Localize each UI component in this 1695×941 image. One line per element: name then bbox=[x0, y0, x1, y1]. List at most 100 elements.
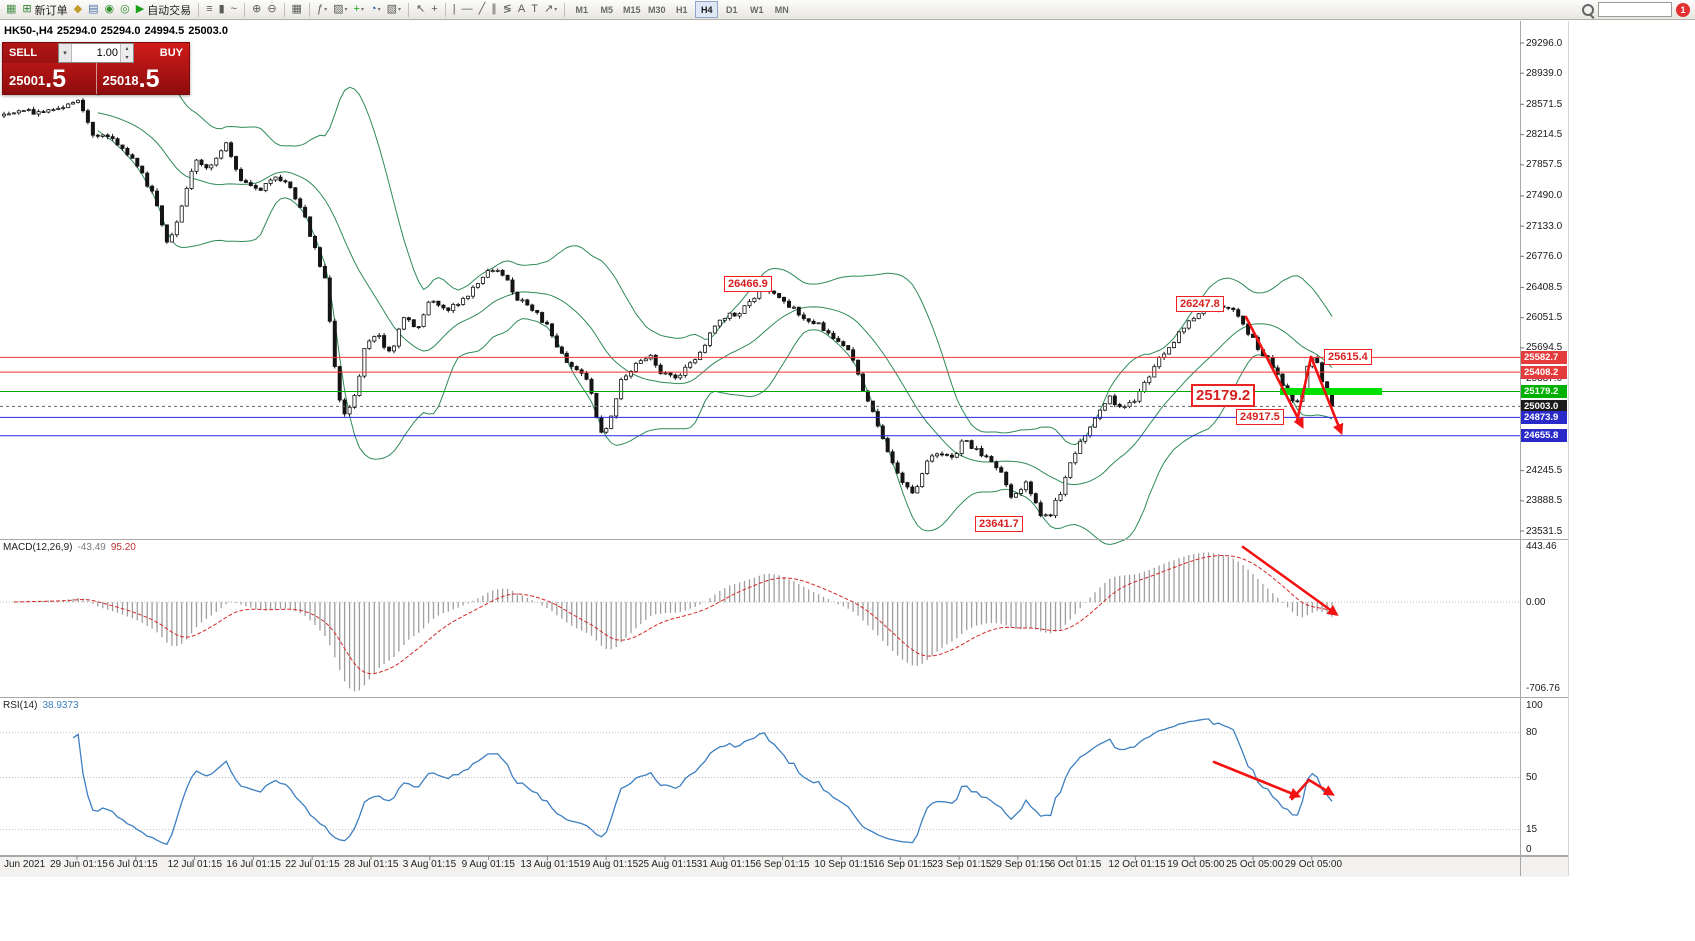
fibonacci-icon: ≶ bbox=[502, 3, 512, 15]
timeframe-button-m5[interactable]: M5 bbox=[600, 4, 613, 15]
new-order-button[interactable]: ⊞ 新订单 bbox=[19, 1, 70, 18]
line-chart-icon[interactable]: ~ bbox=[228, 1, 240, 18]
buy-button[interactable]: BUY bbox=[159, 47, 183, 59]
toolbar-separator bbox=[308, 2, 310, 17]
label-icon[interactable]: T bbox=[528, 1, 541, 18]
green-highlight-zone[interactable] bbox=[1280, 388, 1382, 395]
chart-ohlc-header: HK50-,H4 25294.0 25294.0 24994.5 25003.0 bbox=[4, 25, 232, 37]
timeframe-button-m1[interactable]: M1 bbox=[575, 4, 588, 15]
toolbar-buttons: ▦ ⊞ 新订单 ◆ ▤ ◉ ◎ ▶ 自动交易 ≡ ▮ ~ ⊕ ⊖ ▦ ƒ ▾ ▨ ▾ + ▾ ◔ ▾ ▧ ▾ ↖ + | — ╱ ∥ ≶ A T ↗… bbox=[3, 0, 794, 19]
tile-windows-icon[interactable]: ▦ bbox=[289, 1, 305, 18]
search-icon[interactable] bbox=[1582, 3, 1594, 16]
indicators-list-icon: ƒ bbox=[316, 3, 324, 15]
trendline-icon[interactable]: ╱ bbox=[476, 1, 489, 18]
timeframe-button-d1[interactable]: D1 bbox=[725, 4, 738, 15]
autotrading-icon: ▶ bbox=[135, 3, 145, 15]
period-clock-icon: ◔ bbox=[369, 3, 377, 15]
trend-arrows[interactable] bbox=[1212, 315, 1344, 801]
macd-name: MACD(12,26,9) bbox=[3, 542, 73, 553]
rsi-panel bbox=[0, 718, 1520, 846]
timeframe-button-h4[interactable]: H4 bbox=[695, 1, 719, 18]
macd-indicator-label: MACD(12,26,9) -43.49 95.20 bbox=[3, 542, 136, 553]
charts-folder-icon[interactable]: ◆ bbox=[71, 1, 85, 18]
volume-down-button[interactable]: ▾ bbox=[121, 53, 133, 62]
toolbar-separator bbox=[198, 2, 200, 17]
templates-icon: ▧ bbox=[386, 3, 398, 15]
volume-dropdown-icon[interactable]: ▾ bbox=[59, 44, 72, 62]
label-icon: T bbox=[531, 3, 538, 15]
profiles-icon[interactable]: ▤ bbox=[85, 1, 101, 18]
bar-chart-icon[interactable]: ≡ bbox=[203, 1, 215, 18]
bollinger-bands bbox=[97, 79, 1333, 546]
add-indicator-icon[interactable]: + ▾ bbox=[351, 1, 367, 18]
new-order-button-label: 新订单 bbox=[34, 4, 68, 17]
search-area: 1 bbox=[1582, 2, 1690, 17]
cursor-icon: ↖ bbox=[416, 3, 426, 15]
zoom-out-icon[interactable]: ⊖ bbox=[264, 1, 279, 18]
alerts-icon[interactable]: ◉ bbox=[102, 1, 118, 18]
volume-input[interactable] bbox=[72, 44, 120, 62]
zoom-out-icon: ⊖ bbox=[267, 3, 277, 15]
timeframe-button-h1[interactable]: H1 bbox=[675, 4, 688, 15]
zoom-in-icon: ⊕ bbox=[252, 3, 262, 15]
chevron-down-icon: ▾ bbox=[360, 7, 364, 13]
new-chart-icon[interactable]: ▦ bbox=[3, 1, 19, 18]
channel-icon: ∥ bbox=[491, 3, 497, 15]
notification-badge[interactable]: 1 bbox=[1676, 2, 1690, 17]
ohlc-low: 24994.5 bbox=[144, 25, 185, 37]
macd-main-value: -43.49 bbox=[77, 542, 106, 553]
sell-price[interactable]: 25001 .5 bbox=[3, 63, 96, 94]
ohlc-open: 25294.0 bbox=[56, 25, 97, 37]
buy-price[interactable]: 25018 .5 bbox=[97, 63, 190, 94]
search-input[interactable] bbox=[1598, 2, 1672, 17]
candlesticks bbox=[2, 98, 1335, 519]
timeframe-button-m30[interactable]: M30 bbox=[647, 4, 666, 15]
charts-folder-icon: ◆ bbox=[73, 3, 83, 15]
timeframe-button-w1[interactable]: W1 bbox=[749, 4, 764, 15]
candlestick-chart-icon: ▮ bbox=[218, 3, 225, 15]
zoom-in-icon[interactable]: ⊕ bbox=[249, 1, 264, 18]
cursor-icon[interactable]: ↖ bbox=[413, 1, 428, 18]
one-click-divider bbox=[95, 63, 97, 94]
tile-windows-icon: ▦ bbox=[291, 3, 302, 15]
candlestick-chart-icon[interactable]: ▮ bbox=[216, 1, 228, 18]
volume-up-button[interactable]: ▴ bbox=[121, 44, 133, 53]
timeframe-button-mn[interactable]: MN bbox=[774, 4, 789, 15]
timeframe-button-m15[interactable]: M15 bbox=[622, 4, 641, 15]
sell-button[interactable]: SELL bbox=[3, 43, 58, 63]
buy-price-pip: .5 bbox=[138, 65, 160, 93]
chevron-down-icon: ▾ bbox=[398, 7, 402, 13]
one-click-trading-panel: SELL ▾ ▴ ▾ BUY 25001 .5 25018 .5 bbox=[2, 42, 190, 95]
objects-list-icon: ▨ bbox=[333, 3, 344, 15]
autotrading-button-label: 自动交易 bbox=[147, 4, 192, 17]
panel-separators bbox=[0, 21, 1569, 876]
hline-icon[interactable]: — bbox=[459, 1, 476, 18]
sounds-icon[interactable]: ◎ bbox=[117, 1, 133, 18]
rsi-value: 38.9373 bbox=[42, 700, 79, 711]
templates-icon[interactable]: ▧ ▾ bbox=[384, 1, 404, 18]
channel-icon[interactable]: ∥ bbox=[488, 1, 500, 18]
vline-icon: | bbox=[452, 3, 456, 15]
period-clock-icon[interactable]: ◔ ▾ bbox=[367, 1, 384, 18]
toolbar: ▦ ⊞ 新订单 ◆ ▤ ◉ ◎ ▶ 自动交易 ≡ ▮ ~ ⊕ ⊖ ▦ ƒ ▾ ▨ ▾ + ▾ ◔ ▾ ▧ ▾ ↖ + | — ╱ ∥ ≶ A T ↗… bbox=[0, 0, 1695, 20]
add-indicator-icon: + bbox=[353, 3, 360, 15]
time-axis[interactable] bbox=[0, 856, 1568, 877]
indicators-list-icon[interactable]: ƒ ▾ bbox=[314, 1, 330, 18]
rsi-name: RSI(14) bbox=[3, 700, 38, 711]
macd-panel bbox=[0, 552, 1520, 692]
arrows-icon[interactable]: ↗ ▾ bbox=[541, 1, 560, 18]
hline-icon: — bbox=[461, 3, 473, 15]
macd-signal-value: 95.20 bbox=[110, 542, 136, 553]
objects-list-icon[interactable]: ▨ ▾ bbox=[330, 1, 350, 18]
toolbar-separator bbox=[564, 2, 566, 17]
text-icon[interactable]: A bbox=[515, 1, 528, 18]
fibonacci-icon[interactable]: ≶ bbox=[500, 1, 515, 18]
sell-price-pip: .5 bbox=[45, 65, 67, 93]
alerts-icon: ◉ bbox=[104, 3, 115, 15]
crosshair-icon[interactable]: + bbox=[428, 1, 440, 18]
vline-icon[interactable]: | bbox=[450, 1, 459, 18]
new-order-icon: ⊞ bbox=[22, 3, 32, 15]
autotrading-button[interactable]: ▶ 自动交易 bbox=[133, 1, 194, 18]
